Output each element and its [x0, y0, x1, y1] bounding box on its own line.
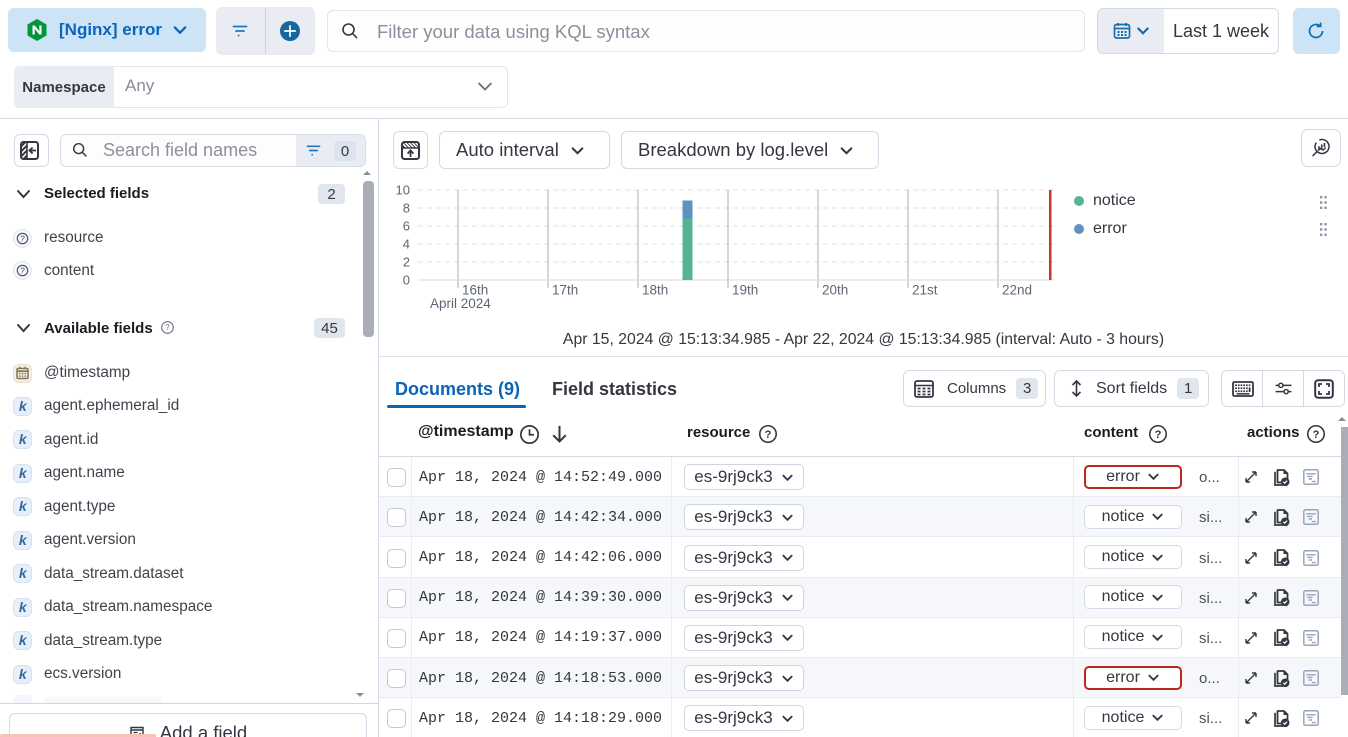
- svg-text:?: ?: [764, 429, 771, 441]
- svg-text:k: k: [19, 566, 28, 582]
- svg-text:21st: 21st: [912, 283, 938, 298]
- svg-text:4: 4: [403, 237, 410, 252]
- svg-text:?: ?: [20, 233, 25, 243]
- svg-text:8: 8: [403, 201, 410, 216]
- svg-text:18th: 18th: [642, 283, 668, 298]
- svg-text:April 2024: April 2024: [430, 296, 491, 311]
- svg-text:2: 2: [403, 255, 410, 270]
- svg-text:19th: 19th: [732, 283, 758, 298]
- svg-text:k: k: [19, 666, 28, 682]
- svg-text:k: k: [19, 499, 28, 515]
- svg-text:17th: 17th: [552, 283, 578, 298]
- svg-text:?: ?: [165, 323, 170, 332]
- svg-text:k: k: [19, 599, 28, 615]
- svg-text:0: 0: [403, 273, 410, 288]
- svg-text:16th: 16th: [462, 283, 488, 298]
- svg-text:10: 10: [396, 183, 410, 198]
- svg-text:k: k: [19, 432, 28, 448]
- svg-text:?: ?: [1312, 429, 1319, 441]
- svg-text:k: k: [19, 532, 28, 548]
- svg-text:22nd: 22nd: [1002, 283, 1032, 298]
- svg-text:k: k: [19, 398, 28, 414]
- svg-text:k: k: [19, 465, 28, 481]
- svg-text:6: 6: [403, 219, 410, 234]
- svg-text:?: ?: [20, 266, 25, 276]
- svg-text:20th: 20th: [822, 283, 848, 298]
- svg-text:?: ?: [1154, 429, 1161, 441]
- svg-text:k: k: [19, 633, 28, 649]
